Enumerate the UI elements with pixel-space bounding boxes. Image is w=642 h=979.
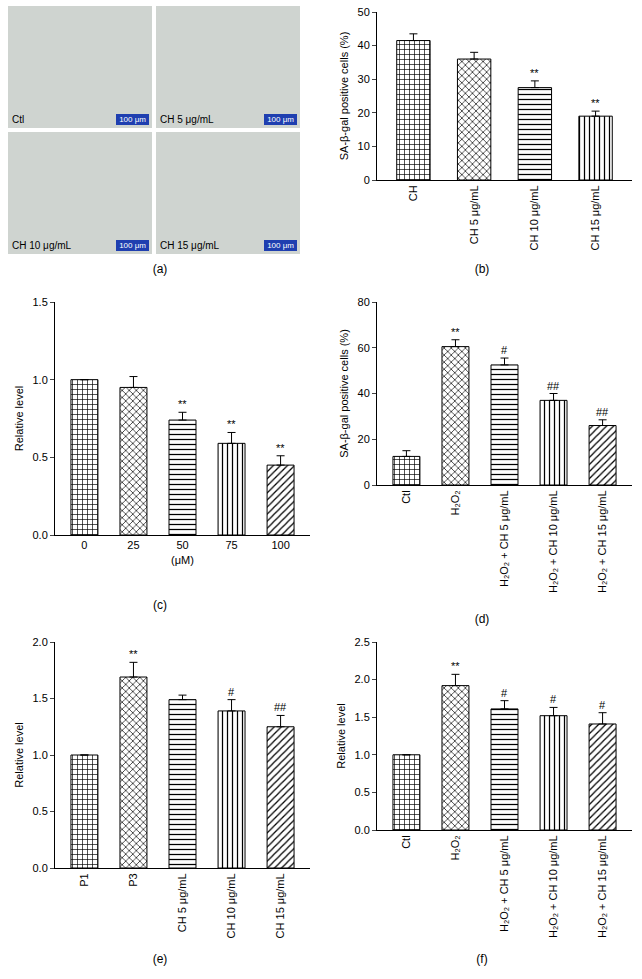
html-text:CH 5 μg/mL: CH 5 μg/mL xyxy=(160,114,214,125)
svg-text:40: 40 xyxy=(358,39,370,51)
html-text:(f): (f) xyxy=(476,952,488,966)
svg-text:#: # xyxy=(228,686,235,698)
svg-text:SA-β-gal positive cells (%): SA-β-gal positive cells (%) xyxy=(338,329,350,458)
svg-text:1.0: 1.0 xyxy=(33,749,48,761)
html-text:100 μm: 100 μm xyxy=(119,241,146,250)
svg-text:1.0: 1.0 xyxy=(33,374,48,386)
svg-text:**: ** xyxy=(451,326,460,338)
svg-text:0.5: 0.5 xyxy=(33,805,48,817)
svg-text:**: ** xyxy=(129,648,138,660)
svg-text:Relative level: Relative level xyxy=(13,386,25,451)
svg-text:0: 0 xyxy=(364,479,370,491)
svg-text:2.0: 2.0 xyxy=(355,673,370,685)
svg-text:0.0: 0.0 xyxy=(33,529,48,541)
svg-text:##: ## xyxy=(596,406,609,418)
html-text:(a): (a) xyxy=(152,262,168,276)
svg-text:H₂O₂ + CH 15 μg/mL: H₂O₂ + CH 15 μg/mL xyxy=(596,835,608,938)
svg-text:Relative level: Relative level xyxy=(335,703,347,768)
svg-text:CH 10 μg/mL: CH 10 μg/mL xyxy=(225,873,237,938)
svg-text:30: 30 xyxy=(358,73,370,85)
svg-text:CH 10 μg/mL: CH 10 μg/mL xyxy=(528,185,540,250)
svg-text:0.0: 0.0 xyxy=(33,862,48,874)
html-text:Ctl: Ctl xyxy=(12,114,25,125)
svg-text:CH 5 μg/mL: CH 5 μg/mL xyxy=(468,185,480,244)
svg-text:0.5: 0.5 xyxy=(355,786,370,798)
svg-text:2.5: 2.5 xyxy=(355,636,370,648)
svg-text:(μM): (μM) xyxy=(171,554,194,566)
svg-text:#: # xyxy=(501,344,508,356)
html-text:(e): (e) xyxy=(152,952,168,966)
html-text:100 μm: 100 μm xyxy=(119,115,146,124)
svg-text:2.0: 2.0 xyxy=(33,636,48,648)
html-text:CH 15 μg/mL: CH 15 μg/mL xyxy=(160,240,220,251)
svg-text:Ctl: Ctl xyxy=(400,835,412,848)
svg-text:**: ** xyxy=(591,97,600,109)
svg-text:1.0: 1.0 xyxy=(355,749,370,761)
svg-text:CH 5 μg/mL: CH 5 μg/mL xyxy=(176,873,188,932)
svg-text:25: 25 xyxy=(127,539,139,551)
svg-text:#: # xyxy=(599,699,606,711)
svg-text:**: ** xyxy=(178,398,187,410)
html-text:100 μm: 100 μm xyxy=(267,115,294,124)
svg-text:**: ** xyxy=(227,418,236,430)
svg-text:75: 75 xyxy=(225,539,237,551)
svg-text:Ctl: Ctl xyxy=(400,490,412,503)
svg-text:CH 15 μg/mL: CH 15 μg/mL xyxy=(589,185,601,250)
svg-text:20: 20 xyxy=(358,107,370,119)
svg-text:#: # xyxy=(501,687,508,699)
html-text:100 μm: 100 μm xyxy=(267,241,294,250)
svg-text:H₂O₂ + CH 10 μg/mL: H₂O₂ + CH 10 μg/mL xyxy=(547,835,559,938)
html-text:(c): (c) xyxy=(153,598,167,612)
svg-text:CH: CH xyxy=(407,185,419,201)
svg-text:H₂O₂: H₂O₂ xyxy=(449,490,461,515)
svg-text:Relative level: Relative level xyxy=(13,722,25,787)
svg-text:P3: P3 xyxy=(127,873,139,886)
svg-text:0: 0 xyxy=(81,539,87,551)
svg-text:50: 50 xyxy=(358,6,370,18)
svg-text:**: ** xyxy=(276,442,285,454)
svg-text:##: ## xyxy=(274,701,287,713)
html-text:(d): (d) xyxy=(474,612,490,626)
svg-text:40: 40 xyxy=(358,387,370,399)
svg-text:0.0: 0.0 xyxy=(355,824,370,836)
svg-text:SA-β-gal positive cells (%): SA-β-gal positive cells (%) xyxy=(338,32,350,161)
svg-text:0.5: 0.5 xyxy=(33,451,48,463)
svg-text:#: # xyxy=(550,693,557,705)
html-text:(b): (b) xyxy=(474,262,490,276)
svg-text:1.5: 1.5 xyxy=(33,296,48,308)
svg-text:0: 0 xyxy=(364,174,370,186)
svg-text:H₂O₂: H₂O₂ xyxy=(449,835,461,860)
svg-text:10: 10 xyxy=(358,140,370,152)
svg-text:20: 20 xyxy=(358,433,370,445)
svg-text:**: ** xyxy=(451,660,460,672)
html-text:CH 10 μg/mL: CH 10 μg/mL xyxy=(12,240,72,251)
svg-text:1.5: 1.5 xyxy=(355,711,370,723)
svg-text:1.5: 1.5 xyxy=(33,692,48,704)
svg-text:CH 15 μg/mL: CH 15 μg/mL xyxy=(274,873,286,938)
svg-text:60: 60 xyxy=(358,342,370,354)
svg-text:H₂O₂ + CH 5 μg/mL: H₂O₂ + CH 5 μg/mL xyxy=(498,490,510,587)
svg-text:##: ## xyxy=(547,380,560,392)
svg-text:50: 50 xyxy=(176,539,188,551)
svg-text:100: 100 xyxy=(271,539,289,551)
svg-text:H₂O₂ + CH 10 μg/mL: H₂O₂ + CH 10 μg/mL xyxy=(547,490,559,593)
svg-text:H₂O₂ + CH 15 μg/mL: H₂O₂ + CH 15 μg/mL xyxy=(596,490,608,593)
svg-text:H₂O₂ + CH 5 μg/mL: H₂O₂ + CH 5 μg/mL xyxy=(498,835,510,932)
svg-text:80: 80 xyxy=(358,296,370,308)
svg-text:**: ** xyxy=(530,67,539,79)
svg-text:P1: P1 xyxy=(78,873,90,886)
